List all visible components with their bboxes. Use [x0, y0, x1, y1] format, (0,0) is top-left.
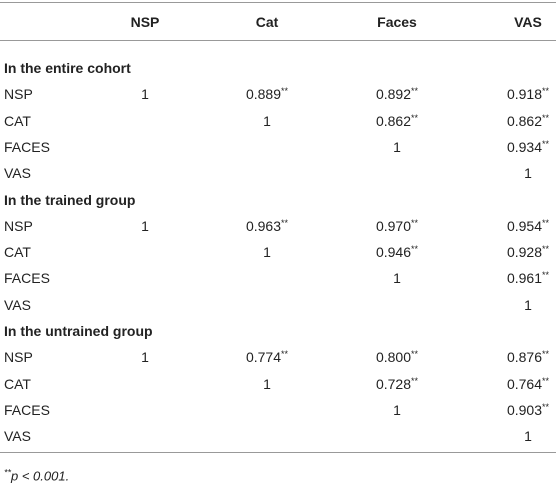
- row-label: VAS: [4, 296, 31, 313]
- significance-mark: **: [411, 86, 419, 97]
- cell-value: 0.970: [375, 217, 412, 234]
- significance-mark: **: [542, 375, 550, 386]
- significance-mark: **: [411, 112, 419, 123]
- cell-value: 0.889: [245, 86, 282, 103]
- row-label: VAS: [4, 165, 31, 182]
- significance-mark: **: [411, 217, 419, 228]
- significance-mark: **: [411, 244, 419, 255]
- cell: 1: [524, 165, 532, 182]
- cell: 0.934**: [507, 138, 549, 156]
- cell-value: 0.764: [506, 375, 543, 392]
- cell: 1: [524, 296, 532, 313]
- row-label: CAT: [4, 112, 31, 129]
- cell-value: 0.862: [375, 112, 412, 129]
- top-rule: [0, 2, 556, 3]
- significance-mark: **: [542, 138, 550, 149]
- cell: 0.970**: [376, 217, 418, 235]
- row-label: NSP: [4, 86, 33, 103]
- row-label: VAS: [4, 428, 31, 445]
- footnote-text: p < 0.001.: [11, 468, 70, 484]
- significance-mark: **: [411, 375, 419, 386]
- section-title: In the trained group: [4, 191, 136, 208]
- cell-value: 0.728: [375, 375, 412, 392]
- footnote: **p < 0.001.: [4, 467, 70, 484]
- cell: 1: [141, 217, 149, 234]
- cell: 1: [524, 428, 532, 445]
- cell-value: 0.961: [506, 270, 543, 287]
- column-header: Cat: [255, 14, 279, 30]
- column-header: VAS: [514, 14, 542, 30]
- cell: 1: [141, 349, 149, 366]
- section-title: In the entire cohort: [4, 60, 131, 76]
- cell-value: 0.928: [506, 244, 543, 261]
- cell-value: 0.903: [506, 401, 543, 418]
- significance-mark: **: [542, 217, 550, 228]
- cell: 0.800**: [376, 348, 418, 366]
- cell: 1: [263, 375, 271, 392]
- cell-value: 0.918: [506, 86, 543, 103]
- cell-value: 0.774: [245, 349, 282, 366]
- row-label: FACES: [4, 401, 50, 418]
- cell: 0.918**: [507, 85, 549, 103]
- cell-value: 0.946: [375, 244, 412, 261]
- row-label: CAT: [4, 244, 31, 261]
- significance-mark: **: [281, 86, 289, 97]
- significance-mark: **: [542, 112, 550, 123]
- cell: 0.961**: [507, 269, 549, 287]
- cell: 0.963**: [246, 217, 288, 235]
- cell-value: 0.862: [506, 112, 543, 129]
- cell: 0.728**: [376, 375, 418, 393]
- cell: 1: [141, 86, 149, 103]
- row-label: NSP: [4, 217, 33, 234]
- footnote-mark: **: [4, 467, 12, 478]
- cell: 0.876**: [507, 348, 549, 366]
- significance-mark: **: [542, 244, 550, 255]
- significance-mark: **: [281, 349, 289, 360]
- cell-value: 0.954: [506, 217, 543, 234]
- header-rule: [0, 40, 556, 41]
- row-label: NSP: [4, 349, 33, 366]
- cell-value: 0.963: [245, 217, 282, 234]
- row-label: CAT: [4, 375, 31, 392]
- cell: 0.892**: [376, 85, 418, 103]
- column-header: Faces: [377, 14, 417, 30]
- cell: 1: [393, 401, 401, 418]
- cell-value: 0.800: [375, 349, 412, 366]
- significance-mark: **: [542, 86, 550, 97]
- cell-value: 0.876: [506, 349, 543, 366]
- significance-mark: **: [411, 349, 419, 360]
- cell: 0.946**: [376, 243, 418, 261]
- cell: 0.889**: [246, 85, 288, 103]
- significance-mark: **: [281, 217, 289, 228]
- cell: 0.928**: [507, 243, 549, 261]
- cell: 1: [263, 112, 271, 129]
- row-label: FACES: [4, 138, 50, 155]
- significance-mark: **: [542, 270, 550, 281]
- cell: 1: [393, 138, 401, 155]
- cell-value: 0.934: [506, 138, 543, 155]
- cell: 0.903**: [507, 401, 549, 419]
- row-label: FACES: [4, 270, 50, 287]
- cell: 0.862**: [376, 112, 418, 130]
- bottom-rule: [0, 452, 556, 453]
- column-header: NSP: [130, 14, 160, 30]
- cell: 1: [263, 244, 271, 261]
- cell: 0.764**: [507, 375, 549, 393]
- significance-mark: **: [542, 349, 550, 360]
- cell: 0.862**: [507, 112, 549, 130]
- significance-mark: **: [542, 401, 550, 412]
- cell: 0.774**: [246, 348, 288, 366]
- section-title: In the untrained group: [4, 323, 153, 339]
- cell: 1: [393, 270, 401, 287]
- cell: 0.954**: [507, 217, 549, 235]
- cell-value: 0.892: [375, 86, 412, 103]
